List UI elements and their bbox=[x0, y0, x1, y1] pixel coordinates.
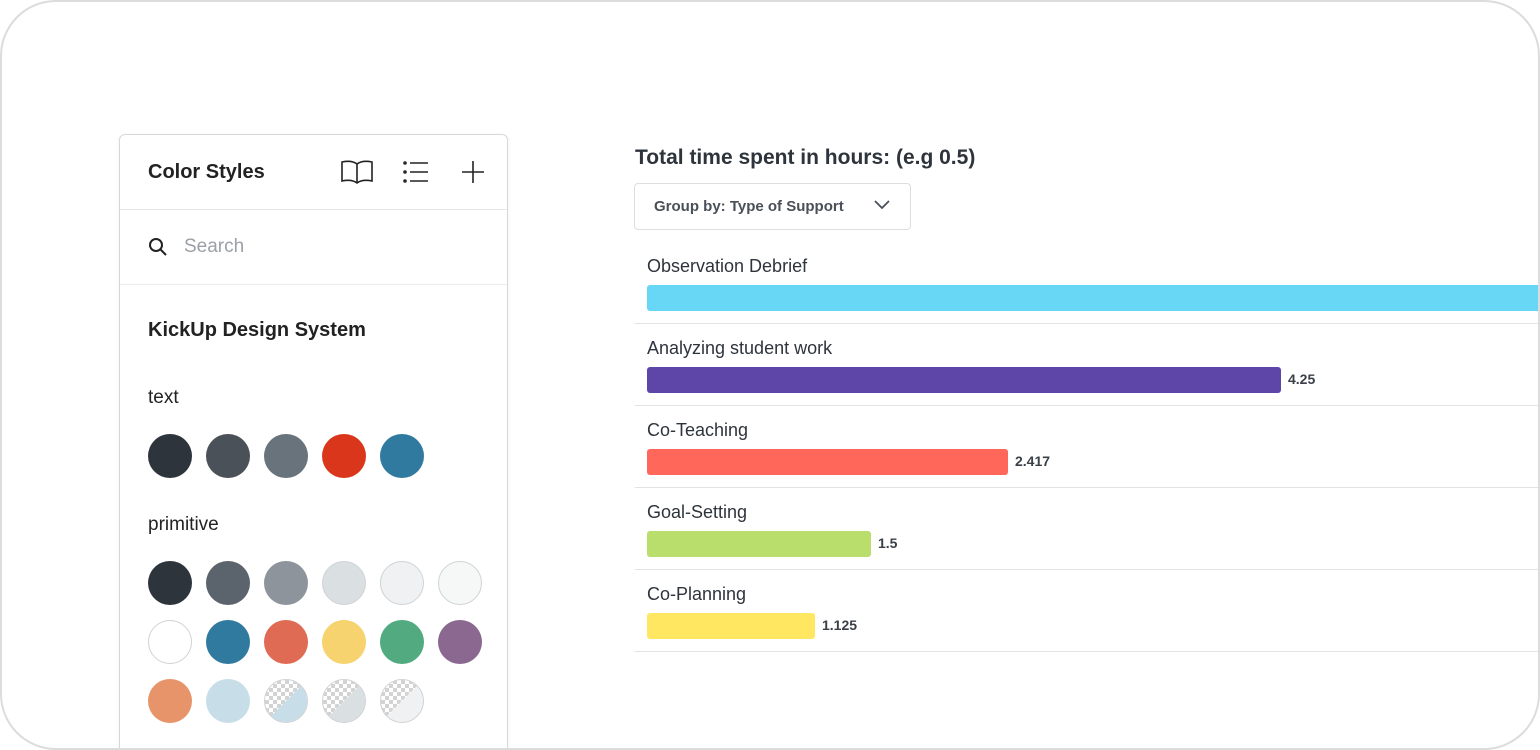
bar[interactable] bbox=[647, 613, 815, 639]
color-styles-panel: Color Styles bbox=[119, 134, 508, 748]
bar[interactable] bbox=[647, 367, 1281, 393]
bar-value-label: 4.25 bbox=[1288, 371, 1316, 387]
color-swatch[interactable] bbox=[380, 620, 424, 664]
color-swatch[interactable] bbox=[148, 434, 192, 478]
color-swatch[interactable] bbox=[148, 620, 192, 664]
bar[interactable] bbox=[647, 449, 1008, 475]
color-swatch[interactable] bbox=[322, 434, 366, 478]
search-icon bbox=[149, 238, 167, 256]
bar-value-label: 2.417 bbox=[1015, 453, 1051, 469]
chart-row: Co-Planning 1.125 bbox=[635, 570, 1538, 652]
color-swatch[interactable] bbox=[322, 561, 366, 605]
bar-label: Goal-Setting bbox=[647, 502, 748, 522]
bar-label: Analyzing student work bbox=[647, 338, 833, 358]
color-swatch[interactable] bbox=[438, 561, 482, 605]
chart-row: Co-Teaching 2.417 bbox=[635, 406, 1538, 488]
color-swatch[interactable] bbox=[148, 561, 192, 605]
group-label-text: text bbox=[148, 387, 179, 408]
color-swatch[interactable] bbox=[438, 620, 482, 664]
color-swatch[interactable] bbox=[380, 561, 424, 605]
chart-row: Observation Debrief bbox=[635, 242, 1538, 324]
bar[interactable] bbox=[647, 531, 871, 557]
color-swatch[interactable] bbox=[206, 679, 250, 723]
color-swatch[interactable] bbox=[206, 434, 250, 478]
list-icon[interactable] bbox=[399, 157, 433, 187]
color-swatch[interactable] bbox=[380, 679, 424, 723]
chart-title: Total time spent in hours: (e.g 0.5) bbox=[635, 146, 976, 169]
bar-value-label: 1.125 bbox=[822, 617, 858, 633]
bar-label: Co-Planning bbox=[647, 584, 747, 604]
bar-label: Co-Teaching bbox=[647, 420, 749, 440]
chart-row: Analyzing student work 4.25 bbox=[635, 324, 1538, 406]
color-swatch[interactable] bbox=[264, 679, 308, 723]
color-swatch[interactable] bbox=[322, 679, 366, 723]
bar-label: Observation Debrief bbox=[647, 256, 808, 276]
color-swatch[interactable] bbox=[264, 434, 308, 478]
color-swatch[interactable] bbox=[264, 561, 308, 605]
color-swatch[interactable] bbox=[380, 434, 424, 478]
color-swatch[interactable] bbox=[206, 620, 250, 664]
chart-row: Goal-Setting 1.5 bbox=[635, 488, 1538, 570]
search-input[interactable] bbox=[184, 236, 464, 258]
bar[interactable] bbox=[647, 285, 1538, 311]
panel-header: Color Styles bbox=[120, 135, 507, 210]
chevron-down-icon bbox=[874, 200, 890, 210]
color-swatch[interactable] bbox=[322, 620, 366, 664]
panel-title: Color Styles bbox=[148, 160, 265, 183]
group-by-dropdown[interactable]: Group by: Type of Support bbox=[634, 183, 911, 230]
color-swatch[interactable] bbox=[148, 679, 192, 723]
bar-value-label: 1.5 bbox=[878, 535, 898, 551]
plus-icon[interactable] bbox=[456, 157, 490, 187]
group-by-label: Group by: Type of Support bbox=[654, 198, 844, 215]
color-swatch[interactable] bbox=[264, 620, 308, 664]
group-label-primitive: primitive bbox=[148, 514, 219, 535]
library-title: KickUp Design System bbox=[148, 319, 366, 341]
search-bar bbox=[120, 210, 507, 285]
book-icon[interactable] bbox=[340, 157, 374, 187]
color-swatch[interactable] bbox=[206, 561, 250, 605]
